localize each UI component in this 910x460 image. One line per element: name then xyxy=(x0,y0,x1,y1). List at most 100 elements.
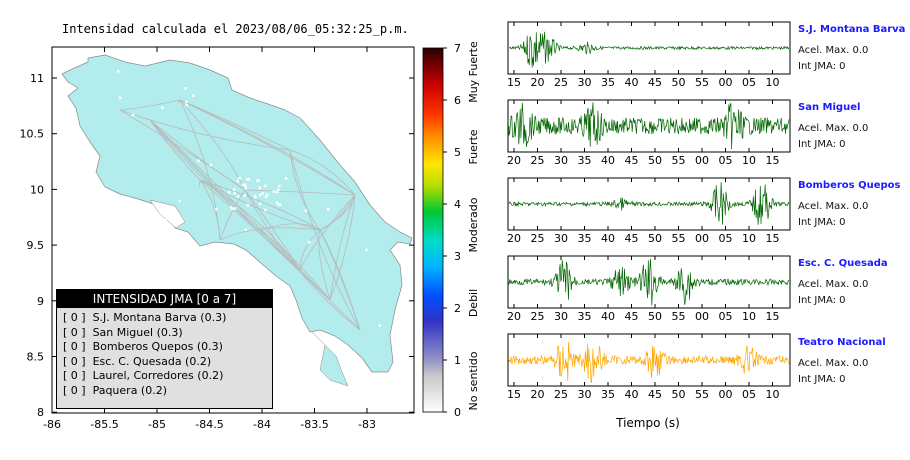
station-point xyxy=(161,106,164,110)
station-point xyxy=(232,188,236,191)
station-point xyxy=(275,201,279,204)
waveform-tick-label: 15 xyxy=(507,76,521,89)
map-x-tick-label: -86 xyxy=(43,418,61,431)
station-point xyxy=(243,194,246,197)
colorbar-tick-label: 6 xyxy=(454,94,461,107)
map-title: Intensidad calculada el 2023/08/06_05:32… xyxy=(62,22,409,36)
waveform-tick-label: 00 xyxy=(719,76,733,89)
map-x-tick-label: -84.5 xyxy=(195,418,223,431)
waveform-tick-label: 20 xyxy=(507,232,521,245)
waveform-tick-label: 45 xyxy=(625,232,639,245)
colorbar-label: Moderado xyxy=(467,197,480,252)
station-point xyxy=(326,208,330,211)
station-int: Int JMA: 0 xyxy=(798,295,846,306)
waveform-tick-label: 25 xyxy=(554,388,568,401)
legend-item: [ 0 ] Laurel, Corredores (0.2) xyxy=(63,369,224,382)
station-point xyxy=(284,177,288,180)
station-point xyxy=(91,255,94,259)
legend-list: [ 0 ] S.J. Montana Barva (0.3) [ 0 ] San… xyxy=(57,308,272,401)
station-int: Int JMA: 0 xyxy=(798,217,846,228)
waveform-tick-label: 00 xyxy=(719,388,733,401)
colorbar-tick-label: 0 xyxy=(454,406,461,419)
station-point xyxy=(185,103,188,107)
station-info-3: Esc. C. Quesada Acel. Max. 0.0 Int JMA: … xyxy=(798,258,908,309)
waveform-tick-label: 30 xyxy=(554,310,568,323)
station-point xyxy=(258,186,262,190)
waveform-tick-label: 20 xyxy=(507,154,521,167)
map-x-ticks: -86 -85.5 -85 -84.5 -84 -83.5 -83 xyxy=(43,47,376,431)
station-name: Bomberos Quepos xyxy=(798,180,901,191)
station-info-1: San Miguel Acel. Max. 0.0 Int JMA: 0 xyxy=(798,102,908,153)
map-x-tick-label: -85.5 xyxy=(90,418,118,431)
waveform-tick-label: 05 xyxy=(742,388,756,401)
waveform-tick-label: 40 xyxy=(625,76,639,89)
colorbar-tick-label: 1 xyxy=(454,354,461,367)
waveform-tick-label: 30 xyxy=(578,76,592,89)
station-int: Int JMA: 0 xyxy=(798,61,846,72)
station-point xyxy=(243,183,247,187)
colorbar-label: Debil xyxy=(467,289,480,317)
waveform-tick-label: 40 xyxy=(601,310,615,323)
road-line xyxy=(259,223,321,231)
waveform-trace xyxy=(508,258,790,306)
station-point xyxy=(277,203,280,206)
colorbar: 0 1 2 3 4 5 6 7 No sentido Debil Moderado Fuerte Mu… xyxy=(422,41,480,419)
station-name: Esc. C. Quesada xyxy=(798,258,888,269)
station-point xyxy=(233,191,237,195)
station-accel: Acel. Max. 0.0 xyxy=(798,358,869,369)
station-info-2: Bomberos Quepos Acel. Max. 0.0 Int JMA: … xyxy=(798,180,908,231)
waveform-tick-label: 55 xyxy=(695,76,709,89)
waveform-tick-label: 05 xyxy=(719,154,733,167)
map-y-tick-label: 10.5 xyxy=(20,128,45,141)
waveform-tick-label: 50 xyxy=(648,310,662,323)
station-point xyxy=(259,202,262,206)
waveform-tick-label: 35 xyxy=(578,310,592,323)
road-line xyxy=(179,99,246,191)
waveform-tick-label: 40 xyxy=(601,154,615,167)
road-line xyxy=(259,228,262,231)
station-point xyxy=(304,209,308,212)
station-point xyxy=(244,187,247,190)
station-point xyxy=(209,163,213,167)
waveform-tick-label: 30 xyxy=(554,232,568,245)
station-point xyxy=(258,193,262,197)
station-point xyxy=(365,248,368,252)
station-name: Teatro Nacional xyxy=(798,337,886,348)
waveform-tick-label: 15 xyxy=(766,232,780,245)
station-point xyxy=(247,178,251,181)
waveform-tick-label: 00 xyxy=(695,310,709,323)
station-point xyxy=(227,191,231,194)
waveform-tick-label: 40 xyxy=(625,388,639,401)
waveform-tick-label: 35 xyxy=(578,154,592,167)
waveform-panel: 20 25 30 35 40 45 50 55 00 05 10 15 xyxy=(507,177,791,245)
colorbar-tick-label: 3 xyxy=(454,250,461,263)
map-x-tick-label: -84 xyxy=(253,418,271,431)
station-point xyxy=(272,190,276,193)
station-point xyxy=(197,159,200,163)
station-point xyxy=(244,228,247,231)
colorbar-tick-label: 5 xyxy=(454,146,461,159)
map-y-tick-label: 11 xyxy=(30,72,44,85)
station-point xyxy=(246,203,249,207)
legend-title: INTENSIDAD JMA [0 a 7] xyxy=(57,290,272,308)
road-line xyxy=(329,194,356,301)
station-point xyxy=(118,96,122,99)
station-point xyxy=(263,208,267,212)
road-line xyxy=(299,194,356,271)
waveform-trace xyxy=(508,341,790,383)
road-line xyxy=(319,229,361,331)
waveform-tick-label: 35 xyxy=(601,388,615,401)
station-point xyxy=(164,218,167,222)
station-point xyxy=(241,183,245,186)
road-line xyxy=(259,229,331,301)
map-y-tick-label: 8 xyxy=(37,406,44,419)
colorbar-gradient xyxy=(422,47,444,413)
waveform-panel: 20 25 30 35 40 45 50 55 00 05 10 15 xyxy=(507,255,791,323)
station-point xyxy=(215,208,218,211)
road-line xyxy=(119,99,181,111)
station-points xyxy=(90,70,381,361)
station-point xyxy=(253,194,257,198)
station-point xyxy=(184,87,187,90)
road-line xyxy=(179,99,356,196)
waveform-tick-label: 50 xyxy=(648,232,662,245)
